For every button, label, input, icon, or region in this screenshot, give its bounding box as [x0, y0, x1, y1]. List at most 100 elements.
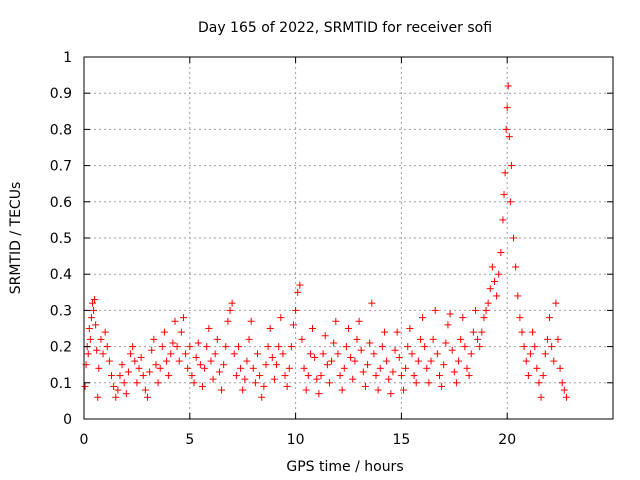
data-point: [306, 350, 314, 358]
data-point: [455, 357, 463, 365]
data-point: [372, 372, 380, 380]
grid-lines: [84, 57, 613, 419]
data-point: [510, 234, 518, 242]
data-point: [154, 379, 162, 387]
data-point: [258, 393, 266, 401]
data-point: [207, 357, 215, 365]
data-point: [408, 350, 416, 358]
data-point: [273, 361, 281, 369]
x-tick-label: 0: [80, 432, 89, 448]
data-point: [321, 332, 329, 340]
data-point: [457, 335, 465, 343]
data-point: [319, 350, 327, 358]
data-point: [431, 306, 439, 314]
data-point: [429, 335, 437, 343]
data-point: [325, 379, 333, 387]
y-tick-label: 0.5: [50, 231, 72, 247]
data-point: [152, 361, 160, 369]
data-point: [245, 335, 253, 343]
data-point: [203, 343, 211, 351]
data-point: [351, 357, 359, 365]
data-point: [334, 350, 342, 358]
data-point: [302, 386, 310, 394]
data-point: [279, 350, 287, 358]
data-point: [410, 372, 418, 380]
data-point: [237, 364, 245, 372]
data-point: [232, 372, 240, 380]
data-point: [471, 306, 479, 314]
data-point: [298, 335, 306, 343]
data-point: [554, 335, 562, 343]
data-point: [383, 357, 391, 365]
data-point: [90, 306, 98, 314]
y-tick-label: 0.3: [50, 303, 72, 319]
data-point: [357, 346, 365, 354]
data-point: [110, 382, 118, 390]
data-point: [188, 372, 196, 380]
data-point: [535, 379, 543, 387]
data-point: [474, 335, 482, 343]
y-tick-label: 1: [63, 50, 72, 66]
data-point: [311, 353, 319, 361]
data-point: [92, 321, 100, 329]
data-point: [438, 382, 446, 390]
data-point: [512, 263, 520, 271]
data-point: [251, 379, 259, 387]
data-point: [249, 364, 257, 372]
y-axis-label: SRMTID / TECUs: [8, 182, 24, 295]
data-point: [218, 386, 226, 394]
y-tick-label: 0.4: [50, 267, 72, 283]
plot-frame: [83, 56, 614, 420]
data-point: [548, 343, 556, 351]
data-point: [277, 314, 285, 322]
data-point: [330, 339, 338, 347]
data-point: [444, 321, 452, 329]
data-point: [423, 364, 431, 372]
data-point: [349, 375, 357, 383]
y-tick-label: 0.2: [50, 340, 72, 356]
data-point: [484, 299, 492, 307]
data-point: [361, 382, 369, 390]
data-point: [209, 375, 217, 383]
data-point: [488, 263, 496, 271]
data-point: [87, 314, 95, 322]
x-tick-label: 5: [185, 432, 194, 448]
data-point: [196, 361, 204, 369]
data-point: [160, 328, 168, 336]
data-point: [546, 314, 554, 322]
data-point: [118, 361, 126, 369]
data-point: [450, 368, 458, 376]
data-point: [476, 343, 484, 351]
data-point: [224, 317, 232, 325]
data-point: [84, 350, 92, 358]
data-point: [529, 328, 537, 336]
data-point: [461, 343, 469, 351]
data-point: [315, 390, 323, 398]
data-point: [150, 335, 158, 343]
data-point: [114, 386, 122, 394]
data-point: [194, 339, 202, 347]
data-point: [234, 343, 242, 351]
data-point: [116, 372, 124, 380]
data-point: [459, 314, 467, 322]
data-point: [243, 357, 251, 365]
data-point: [340, 364, 348, 372]
data-point: [211, 350, 219, 358]
data-point: [347, 353, 355, 361]
x-tick-label: 15: [392, 432, 410, 448]
data-point: [393, 328, 401, 336]
data-point: [323, 361, 331, 369]
data-point: [165, 372, 173, 380]
data-point: [376, 364, 384, 372]
data-point: [239, 386, 247, 394]
data-point: [342, 343, 350, 351]
data-point: [215, 368, 223, 376]
data-point: [81, 382, 89, 390]
data-point: [182, 350, 190, 358]
data-point: [533, 364, 541, 372]
data-point: [385, 375, 393, 383]
data-point: [135, 364, 143, 372]
data-point: [268, 353, 276, 361]
data-point: [359, 368, 367, 376]
